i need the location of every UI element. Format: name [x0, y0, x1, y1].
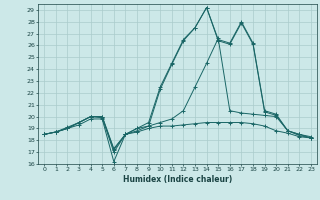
X-axis label: Humidex (Indice chaleur): Humidex (Indice chaleur) [123, 175, 232, 184]
